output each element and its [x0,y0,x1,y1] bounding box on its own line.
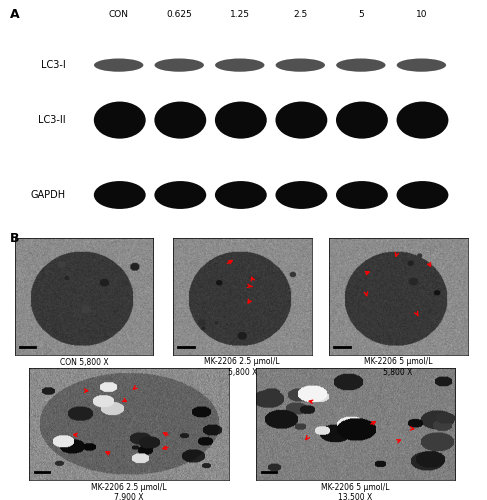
Text: MK-2206 2.5 μmol/L
7,900 X: MK-2206 2.5 μmol/L 7,900 X [91,482,167,500]
Ellipse shape [94,102,146,138]
Text: CON: CON [109,10,129,19]
Text: LC3-I: LC3-I [41,60,66,70]
Ellipse shape [215,58,264,71]
Ellipse shape [396,102,449,138]
Text: MK-2206 2.5 μmol/L
5,800 X: MK-2206 2.5 μmol/L 5,800 X [205,358,280,377]
Text: 10: 10 [415,10,427,19]
Ellipse shape [94,181,146,209]
Text: 0.625: 0.625 [167,10,192,19]
Ellipse shape [396,181,449,209]
Ellipse shape [215,102,267,138]
Text: CON 5,800 X: CON 5,800 X [60,358,108,366]
Text: LC3-II: LC3-II [38,115,66,125]
Ellipse shape [154,58,204,71]
Text: 1.25: 1.25 [230,10,250,19]
Text: GAPDH: GAPDH [31,190,66,200]
Ellipse shape [336,102,388,138]
Ellipse shape [154,181,206,209]
Text: 2.5: 2.5 [293,10,307,19]
Text: MK-2206 5 μmol/L
13,500 X: MK-2206 5 μmol/L 13,500 X [321,482,390,500]
Ellipse shape [276,58,325,71]
Ellipse shape [397,58,446,71]
Text: B: B [10,232,19,245]
Ellipse shape [276,102,327,138]
Text: MK-2206 5 μmol/L
5,800 X: MK-2206 5 μmol/L 5,800 X [364,358,432,377]
Text: 5: 5 [358,10,364,19]
Ellipse shape [336,58,386,71]
Ellipse shape [154,102,206,138]
Ellipse shape [276,181,327,209]
Text: A: A [10,8,19,20]
Ellipse shape [94,58,143,71]
Ellipse shape [215,181,267,209]
Ellipse shape [336,181,388,209]
